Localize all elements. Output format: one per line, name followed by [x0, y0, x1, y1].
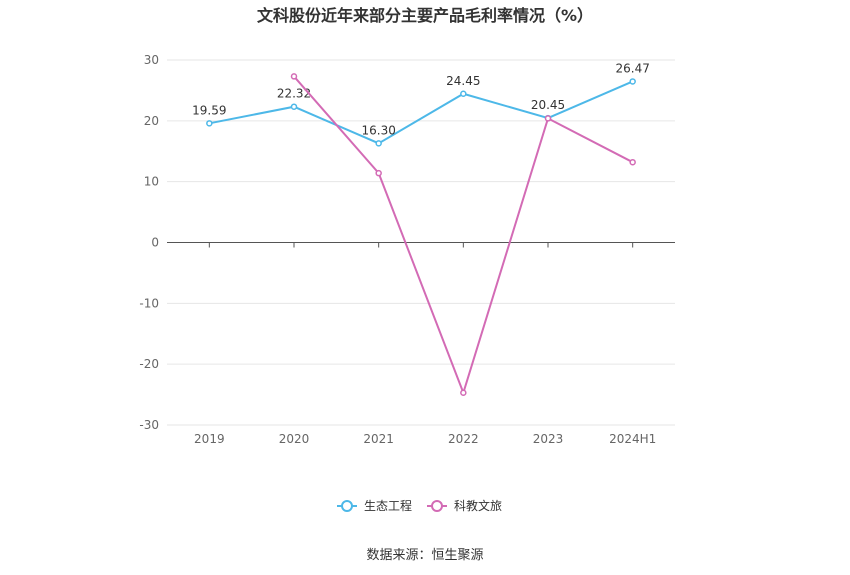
x-axis: 2019 2020 2021 2022 2023 2024H1: [194, 242, 656, 446]
data-point[interactable]: [375, 140, 382, 147]
legend[interactable]: 生态工程 科教文旅: [337, 498, 502, 513]
y-tick-label: -20: [139, 357, 159, 371]
legend-marker-icon: [341, 500, 353, 512]
data-point[interactable]: [290, 73, 298, 80]
x-tick-label: 2023: [533, 432, 564, 446]
y-tick-label: 20: [144, 114, 159, 128]
y-axis: 30 20 10 0 -10 -20 -30: [139, 53, 159, 432]
source-text: 数据来源：恒生聚源: [366, 548, 483, 563]
data-point[interactable]: [544, 115, 552, 122]
data-label: 16.30: [361, 123, 395, 137]
y-tick-label: -30: [139, 418, 159, 432]
legend-label: 科教文旅: [454, 498, 502, 513]
legend-item-0[interactable]: 生态工程: [337, 498, 412, 513]
x-tick-label: 2019: [194, 432, 225, 446]
data-point[interactable]: [290, 103, 298, 110]
series-layer: 19.59 22.32 16.30 24.45 20.45 26.47: [192, 61, 650, 397]
series-line: [293, 75, 634, 396]
x-tick-label: 2022: [448, 432, 479, 446]
grid-lines: [167, 59, 675, 426]
chart-title: 文科股份近年来部分主要产品毛利率情况（%）: [257, 6, 593, 25]
data-label: 22.32: [277, 87, 311, 101]
series-line: [209, 80, 634, 145]
series-1: [290, 73, 636, 397]
data-point[interactable]: [375, 169, 382, 177]
data-label: 19.59: [192, 103, 226, 117]
y-tick-label: 0: [151, 236, 159, 250]
data-point[interactable]: [460, 389, 467, 397]
y-tick-label: -10: [139, 296, 159, 310]
data-label: 26.47: [615, 61, 649, 75]
legend-label: 生态工程: [364, 498, 412, 513]
legend-marker-icon: [431, 500, 443, 512]
legend-item-1[interactable]: 科教文旅: [427, 498, 502, 513]
x-tick-label: 2024H1: [609, 432, 656, 446]
data-point[interactable]: [629, 158, 636, 166]
y-tick-label: 30: [144, 53, 159, 67]
series-0: 19.59 22.32 16.30 24.45 20.45 26.47: [192, 61, 650, 147]
x-tick-label: 2021: [363, 432, 394, 446]
data-point[interactable]: [460, 90, 467, 98]
data-point[interactable]: [206, 120, 213, 127]
y-tick-label: 10: [144, 175, 159, 189]
data-point[interactable]: [629, 78, 636, 85]
x-tick-label: 2020: [279, 432, 310, 446]
data-label: 20.45: [531, 98, 565, 112]
data-label: 24.45: [446, 74, 480, 88]
